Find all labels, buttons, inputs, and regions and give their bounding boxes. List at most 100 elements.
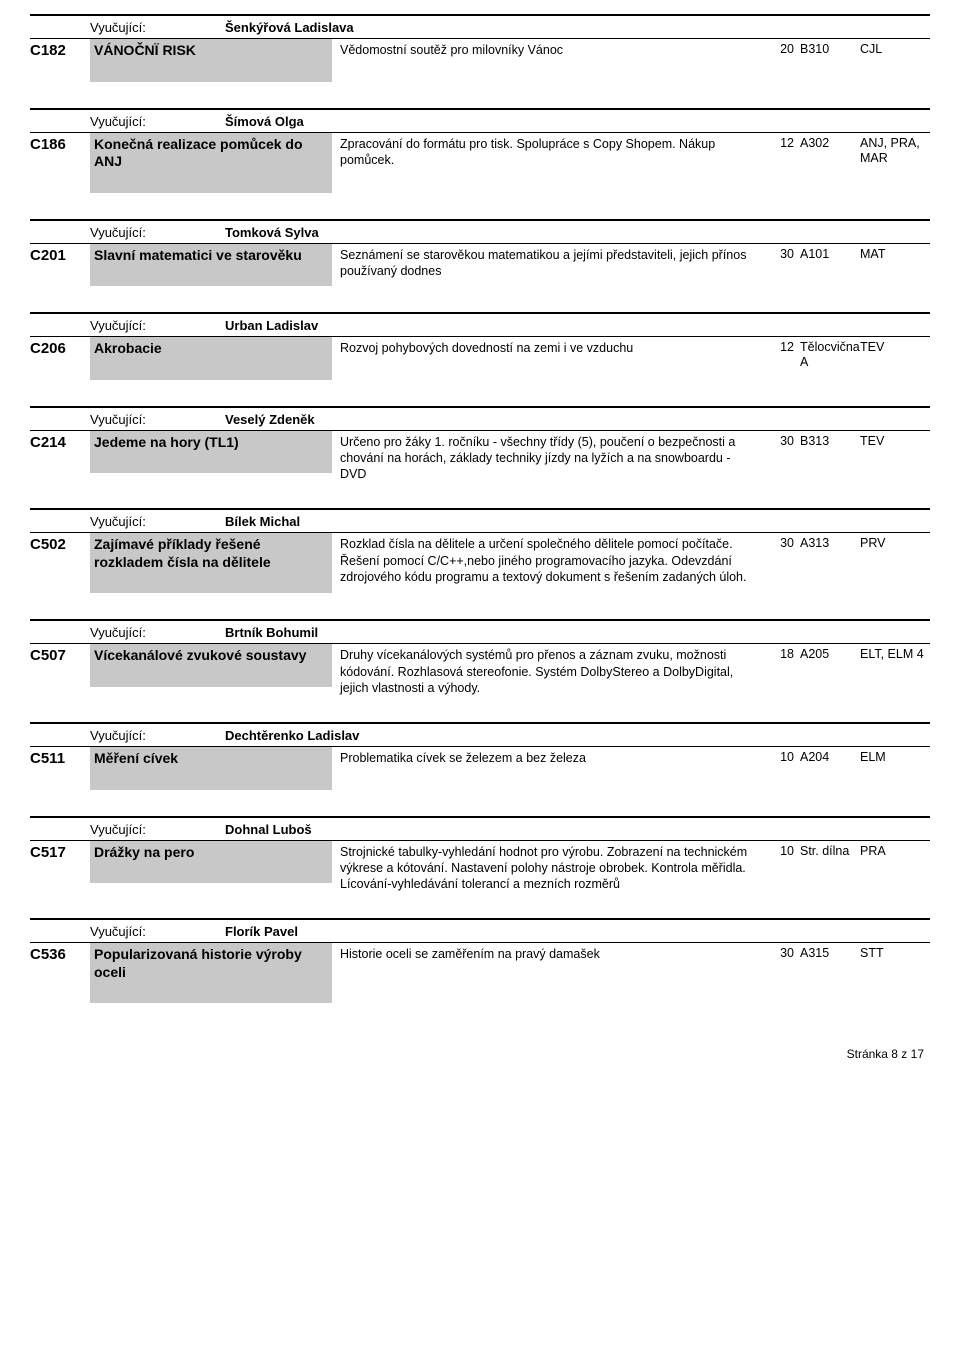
separator — [30, 14, 930, 16]
course-code: C517 — [30, 841, 90, 861]
teacher-label: Vyučující: — [90, 20, 225, 35]
course-row: C536Popularizovaná historie výroby oceli… — [30, 943, 930, 1007]
course-description: Zpracování do formátu pro tisk. Spoluprá… — [340, 133, 766, 169]
separator — [30, 219, 930, 221]
course-code: C201 — [30, 244, 90, 264]
teacher-name: Florík Pavel — [225, 924, 298, 939]
course-code: C186 — [30, 133, 90, 153]
teacher-row: Vyučující:Florík Pavel — [30, 922, 930, 942]
teacher-name: Tomková Sylva — [225, 225, 319, 240]
separator — [30, 619, 930, 621]
course-code: C502 — [30, 533, 90, 553]
course-row: C182VÁNOČNÏ RISKVědomostní soutěž pro mi… — [30, 39, 930, 86]
course-capacity: 10 — [766, 747, 798, 764]
course-subject: PRA — [856, 841, 930, 859]
teacher-block: Vyučující:Bílek MichalC502Zajímavé příkl… — [30, 508, 930, 597]
course-title: Zajímavé příklady řešené rozkladem čísla… — [90, 533, 332, 593]
course-capacity: 30 — [766, 431, 798, 448]
course-room: A101 — [798, 244, 856, 262]
course-subject: TEV — [856, 337, 930, 355]
teacher-label: Vyučující: — [90, 225, 225, 240]
separator — [30, 918, 930, 920]
teacher-label: Vyučující: — [90, 514, 225, 529]
course-row: C186Konečná realizace pomůcek do ANJZpra… — [30, 133, 930, 197]
teacher-name: Brtník Bohumil — [225, 625, 318, 640]
course-room: B313 — [798, 431, 856, 449]
course-code: C536 — [30, 943, 90, 963]
teacher-row: Vyučující:Urban Ladislav — [30, 316, 930, 336]
separator — [30, 508, 930, 510]
course-code: C511 — [30, 747, 90, 767]
teacher-block: Vyučující:Dechtěrenko LadislavC511Měření… — [30, 722, 930, 794]
teacher-name: Dechtěrenko Ladislav — [225, 728, 359, 743]
course-code: C206 — [30, 337, 90, 357]
course-row: C201Slavní matematici ve starověkuSeznám… — [30, 244, 930, 291]
course-row: C206Akrobacie Rozvoj pohybových dovednost… — [30, 337, 930, 384]
course-room: B310 — [798, 39, 856, 57]
course-subject: PRV — [856, 533, 930, 551]
course-row: C507Vícekanálové zvukové soustavyDruhy v… — [30, 644, 930, 700]
teacher-row: Vyučující:Veselý Zdeněk — [30, 410, 930, 430]
teacher-block: Vyučující:Tomková SylvaC201Slavní matema… — [30, 219, 930, 291]
course-code: C507 — [30, 644, 90, 664]
course-room: A313 — [798, 533, 856, 551]
teacher-label: Vyučující: — [90, 728, 225, 743]
course-room: Tělocvična A — [798, 337, 856, 370]
course-room: A205 — [798, 644, 856, 662]
course-room: Str. dílna — [798, 841, 856, 859]
course-capacity: 10 — [766, 841, 798, 858]
course-description: Historie oceli se zaměřením na pravý dam… — [340, 943, 766, 962]
course-description: Určeno pro žáky 1. ročníku - všechny tří… — [340, 431, 766, 483]
course-description: Rozklad čísla na dělitele a určení spole… — [340, 533, 766, 585]
teacher-block: Vyučující:Dohnal LubošC517Drážky na pero… — [30, 816, 930, 897]
course-description: Rozvoj pohybových dovedností na zemi i v… — [340, 337, 766, 356]
teacher-block: Vyučující:Šímová OlgaC186Konečná realiza… — [30, 108, 930, 197]
course-subject: ELT, ELM 4 — [856, 644, 930, 662]
course-capacity: 12 — [766, 337, 798, 354]
page-footer: Stránka 8 z 17 — [30, 1047, 930, 1061]
course-capacity: 30 — [766, 943, 798, 960]
course-row: C214Jedeme na hory (TL1)Určeno pro žáky … — [30, 431, 930, 487]
separator — [30, 816, 930, 818]
separator — [30, 722, 930, 724]
course-description: Seznámení se starověkou matematikou a je… — [340, 244, 766, 280]
course-room: A315 — [798, 943, 856, 961]
teacher-block: Vyučující:Brtník BohumilC507Vícekanálové… — [30, 619, 930, 700]
teacher-row: Vyučující:Bílek Michal — [30, 512, 930, 532]
course-title: Jedeme na hory (TL1) — [90, 431, 332, 474]
teacher-name: Bílek Michal — [225, 514, 300, 529]
course-subject: STT — [856, 943, 930, 961]
course-capacity: 12 — [766, 133, 798, 150]
course-capacity: 20 — [766, 39, 798, 56]
course-code: C182 — [30, 39, 90, 59]
course-subject: TEV — [856, 431, 930, 449]
course-code: C214 — [30, 431, 90, 451]
teacher-row: Vyučující:Dechtěrenko Ladislav — [30, 726, 930, 746]
course-capacity: 18 — [766, 644, 798, 661]
course-title: Vícekanálové zvukové soustavy — [90, 644, 332, 687]
course-subject: ANJ, PRA, MAR — [856, 133, 930, 166]
teacher-block: Vyučující:Florík PavelC536Popularizovaná… — [30, 918, 930, 1007]
course-title: Akrobacie — [90, 337, 332, 380]
separator — [30, 406, 930, 408]
teacher-label: Vyučující: — [90, 114, 225, 129]
course-title: Drážky na pero — [90, 841, 332, 884]
course-subject: CJL — [856, 39, 930, 57]
course-title: Popularizovaná historie výroby oceli — [90, 943, 332, 1003]
teacher-row: Vyučující:Tomková Sylva — [30, 223, 930, 243]
teacher-row: Vyučující:Šenkýřová Ladislava — [30, 18, 930, 38]
teacher-row: Vyučující:Dohnal Luboš — [30, 820, 930, 840]
course-subject: ELM — [856, 747, 930, 765]
course-room: A204 — [798, 747, 856, 765]
course-row: C511Měření cívekProblematika cívek se že… — [30, 747, 930, 794]
teacher-label: Vyučující: — [90, 412, 225, 427]
course-title: Konečná realizace pomůcek do ANJ — [90, 133, 332, 193]
teacher-block: Vyučující:Šenkýřová LadislavaC182VÁNOČNÏ… — [30, 14, 930, 86]
teacher-label: Vyučující: — [90, 318, 225, 333]
course-description: Druhy vícekanálových systémů pro přenos … — [340, 644, 766, 696]
course-capacity: 30 — [766, 244, 798, 261]
course-description: Strojnické tabulky-vyhledání hodnot pro … — [340, 841, 766, 893]
teacher-label: Vyučující: — [90, 822, 225, 837]
teacher-row: Vyučující:Šímová Olga — [30, 112, 930, 132]
course-title: Slavní matematici ve starověku — [90, 244, 332, 287]
